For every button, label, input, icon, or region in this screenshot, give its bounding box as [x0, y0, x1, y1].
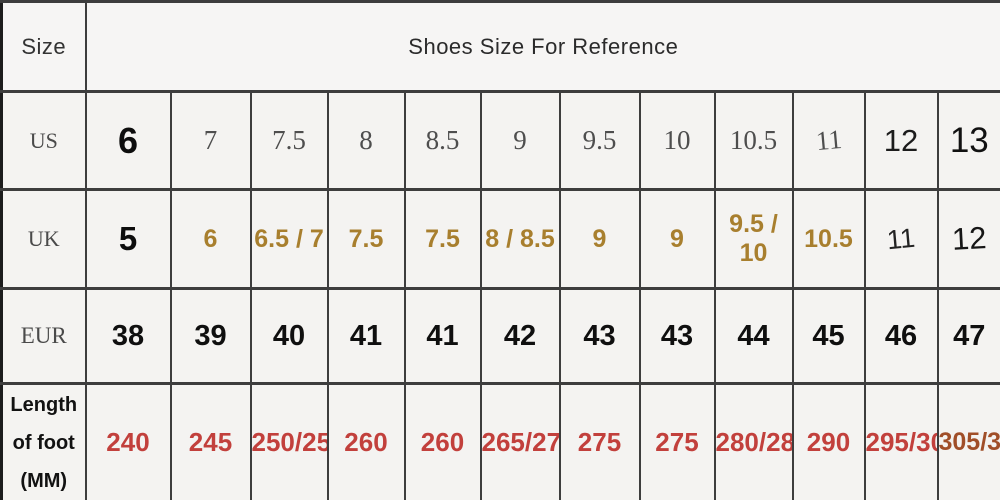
- uk-cell: 10.5: [791, 188, 866, 290]
- uk-cell-value: 12: [951, 220, 988, 257]
- table-title: Shoes Size For Reference: [84, 0, 1000, 93]
- uk-cell: 7.5: [326, 188, 406, 290]
- us-cell: 8: [326, 90, 406, 191]
- mm-cell: 275: [638, 382, 716, 500]
- uk-cell-value: 11: [885, 222, 917, 255]
- us-cell: 13: [936, 90, 1000, 191]
- mm-cell: 265/270: [479, 382, 561, 500]
- uk-cell: 9.5 / 10: [713, 188, 794, 290]
- eur-cell: 46: [863, 287, 939, 385]
- mm-cell: 250/255: [249, 382, 329, 500]
- size-corner-label: Size: [0, 0, 87, 93]
- eur-cell: 44: [713, 287, 794, 385]
- eur-cell: 41: [403, 287, 482, 385]
- uk-cell: 8 / 8.5: [479, 188, 561, 290]
- mm-cell: 275: [558, 382, 641, 500]
- eur-cell: 47: [936, 287, 1000, 385]
- mm-cell: 290: [791, 382, 866, 500]
- us-cell-value: 11: [814, 123, 843, 157]
- mm-cell: 305/308: [936, 382, 1000, 500]
- mm-cell: 295/300: [863, 382, 939, 500]
- foot-length-row-label: Length of foot (MM): [0, 382, 87, 500]
- us-row-label: US: [0, 90, 87, 191]
- eur-cell: 40: [249, 287, 329, 385]
- eur-cell: 43: [558, 287, 641, 385]
- uk-cell: 7.5: [403, 188, 482, 290]
- eur-cell: 39: [169, 287, 252, 385]
- eur-cell: 42: [479, 287, 561, 385]
- mm-cell: 280/285: [713, 382, 794, 500]
- eur-row-label: EUR: [0, 287, 87, 385]
- us-cell: 10.5: [713, 90, 794, 191]
- eur-cell: 45: [791, 287, 866, 385]
- uk-row: UK 5 6 6.5 / 7 7.5 7.5 8 / 8.5 9 9 9.5 /…: [0, 188, 1000, 290]
- us-cell: 12: [863, 90, 939, 191]
- us-row: US 6 7 7.5 8 8.5 9 9.5 10 10.5 11 12 13: [0, 90, 1000, 191]
- mm-cell: 245: [169, 382, 252, 500]
- eur-cell: 38: [84, 287, 172, 385]
- uk-cell: 9: [638, 188, 716, 290]
- uk-cell: 9: [558, 188, 641, 290]
- us-cell: 6: [84, 90, 172, 191]
- mm-cell: 240: [84, 382, 172, 500]
- mm-cell: 260: [403, 382, 482, 500]
- us-cell: 7: [169, 90, 252, 191]
- eur-cell: 43: [638, 287, 716, 385]
- eur-cell: 41: [326, 287, 406, 385]
- us-cell: 8.5: [403, 90, 482, 191]
- us-cell: 9: [479, 90, 561, 191]
- foot-length-row: Length of foot (MM) 240 245 250/255 260 …: [0, 382, 1000, 500]
- us-cell: 7.5: [249, 90, 329, 191]
- uk-cell: 6.5 / 7: [249, 188, 329, 290]
- uk-cell: 12: [936, 188, 1000, 290]
- header-row: Size Shoes Size For Reference: [0, 0, 1000, 93]
- us-cell: 11: [791, 90, 866, 191]
- uk-cell: 11: [863, 188, 939, 290]
- uk-cell: 5: [84, 188, 172, 290]
- us-cell: 9.5: [558, 90, 641, 191]
- mm-cell: 260: [326, 382, 406, 500]
- eur-row: EUR 38 39 40 41 41 42 43 43 44 45 46 47: [0, 287, 1000, 385]
- uk-cell: 6: [169, 188, 252, 290]
- us-cell: 10: [638, 90, 716, 191]
- uk-row-label: UK: [0, 188, 87, 290]
